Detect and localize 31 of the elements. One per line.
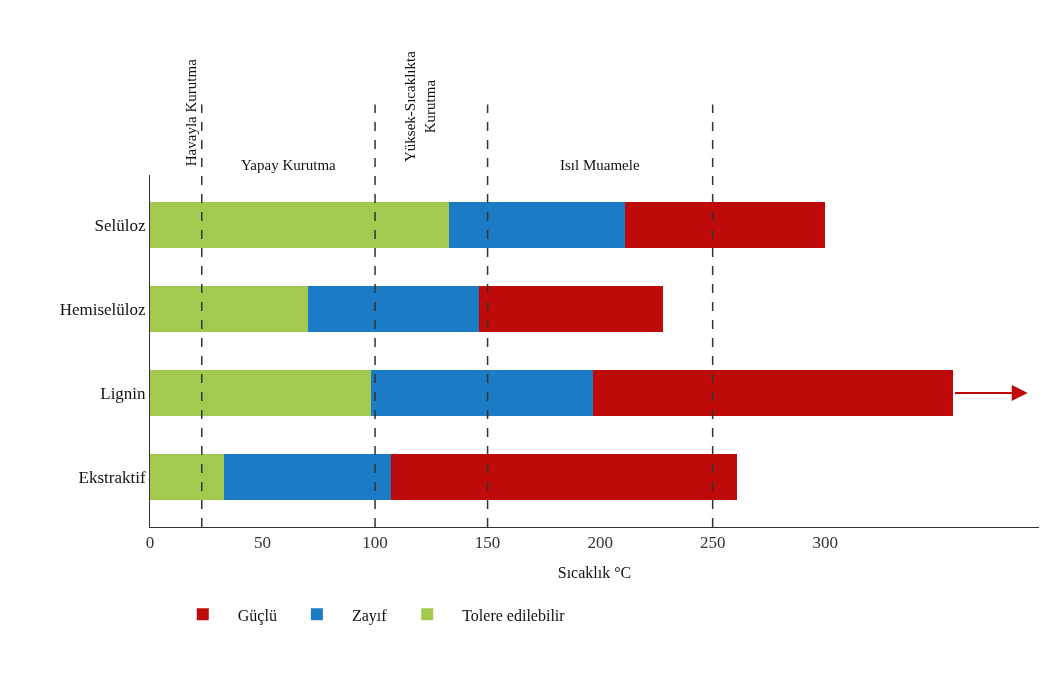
bar xyxy=(390,453,738,500)
bar xyxy=(624,202,826,249)
x-tick-label: 150 xyxy=(474,533,501,553)
bar xyxy=(449,202,625,249)
bar xyxy=(150,453,225,500)
y-tick-label: Selüloz xyxy=(94,216,147,236)
y-tick-label: Hemiselüloz xyxy=(59,300,147,320)
x-tick-label: 200 xyxy=(587,533,613,553)
bar xyxy=(307,286,479,333)
bar xyxy=(224,453,391,500)
x-tick-label: 300 xyxy=(812,533,838,553)
bar xyxy=(150,202,450,249)
bar xyxy=(150,286,308,333)
text: Isıl Muamele xyxy=(560,157,640,173)
x-tick-label: 0 xyxy=(145,533,155,553)
x-tick-label: 250 xyxy=(699,533,726,553)
legend-label: Güçlü xyxy=(237,606,277,625)
legend-label: Tolere edilebilir xyxy=(462,606,566,624)
y-tick-label: Lignin xyxy=(100,383,147,403)
legend-label: Zayıf xyxy=(351,606,388,625)
bar xyxy=(593,369,954,416)
bar xyxy=(370,369,594,416)
text: Yüksek-Sıcaklıkta Kurutma xyxy=(402,50,438,163)
x-tick-label: 50 xyxy=(254,533,272,553)
x-axis-title: Sıcaklık °C xyxy=(557,564,632,582)
x-tick-label: 100 xyxy=(362,533,388,553)
ref-line-label: Havayla Kurutma xyxy=(183,58,200,167)
bar xyxy=(478,286,664,333)
bar xyxy=(150,369,371,416)
text: Yapay Kurutma xyxy=(241,157,337,173)
y-tick-label: Ekstraktif xyxy=(78,467,146,487)
